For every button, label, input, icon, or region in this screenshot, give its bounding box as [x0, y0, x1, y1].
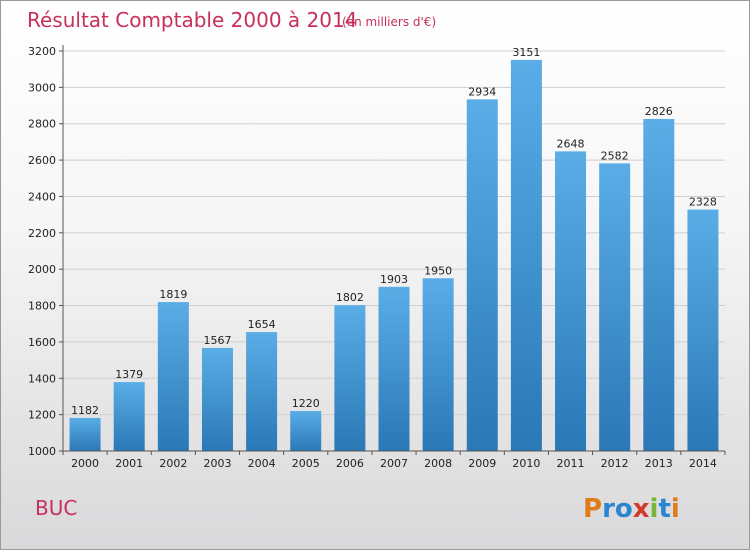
- data-label-2014: 2328: [689, 196, 717, 209]
- x-tick-label-2002: 2002: [159, 457, 187, 470]
- bar-2003: [201, 347, 233, 451]
- y-tick-label-2600: 2600: [28, 154, 56, 167]
- y-tick-label-2000: 2000: [28, 263, 56, 276]
- logo-letter: i: [650, 494, 659, 524]
- logo-letter: r: [602, 494, 615, 524]
- x-tick-label-2006: 2006: [336, 457, 364, 470]
- x-tick-label-2001: 2001: [115, 457, 143, 470]
- data-label-2010: 3151: [512, 46, 540, 59]
- y-tick-label-2200: 2200: [28, 227, 56, 240]
- x-axis: 2000 2001 2002 2003 2004 2005 2006 2007 2008 2009…: [62, 450, 726, 470]
- data-label-2005: 1220: [292, 397, 320, 410]
- data-label-2012: 2582: [601, 149, 629, 162]
- logo-letter: t: [658, 494, 670, 524]
- x-tick-label-2010: 2010: [512, 457, 540, 470]
- x-tick-label-2000: 2000: [71, 457, 99, 470]
- y-tick-label-2400: 2400: [28, 190, 56, 203]
- y-tick-label-1000: 1000: [28, 445, 56, 458]
- bar-2000: [69, 417, 101, 451]
- x-tick-label-2008: 2008: [424, 457, 452, 470]
- data-label-2001: 1379: [115, 368, 143, 381]
- data-label-2007: 1903: [380, 273, 408, 286]
- x-tick-label-2011: 2011: [557, 457, 585, 470]
- bar-2013: [643, 119, 675, 451]
- data-label-2000: 1182: [71, 404, 99, 417]
- y-axis: 1000 1200 1400 1600 1800 2000 2200 2400 2600 2800…: [28, 45, 64, 458]
- bar-2014: [687, 209, 719, 451]
- logo-text: Proxiti: [583, 494, 680, 524]
- x-tick-label-2014: 2014: [689, 457, 717, 470]
- y-tick-label-1800: 1800: [28, 300, 56, 313]
- place-name: BUC: [35, 496, 77, 520]
- bar-2004: [246, 332, 278, 451]
- y-tick-label-1600: 1600: [28, 336, 56, 349]
- data-label-2013: 2826: [645, 105, 673, 118]
- bar-2005: [290, 411, 322, 451]
- bar-2011: [555, 151, 587, 451]
- x-tick-label-2012: 2012: [601, 457, 629, 470]
- bar-2008: [422, 278, 454, 451]
- chart-title: Résultat Comptable 2000 à 2014: [27, 8, 357, 32]
- data-label-2011: 2648: [557, 137, 585, 150]
- y-tick-label-3200: 3200: [28, 45, 56, 58]
- chart-subtitle: (en milliers d'€): [342, 15, 436, 29]
- x-tick-label-2007: 2007: [380, 457, 408, 470]
- x-tick-label-2004: 2004: [248, 457, 276, 470]
- y-tick-label-3000: 3000: [28, 81, 56, 94]
- logo-letter: x: [633, 494, 650, 524]
- bar-2010: [510, 59, 542, 452]
- data-label-2006: 1802: [336, 291, 364, 304]
- bar-2009: [466, 99, 498, 451]
- logo-letter: i: [671, 494, 680, 524]
- bars: 1182 1379 1819 1567 1654 1220 1802 1903 1950 2934…: [69, 46, 719, 452]
- x-tick-label-2009: 2009: [468, 457, 496, 470]
- y-tick-label-1400: 1400: [28, 372, 56, 385]
- data-label-2004: 1654: [248, 318, 276, 331]
- data-label-2008: 1950: [424, 264, 452, 277]
- bar-2007: [378, 286, 410, 451]
- bar-2006: [334, 305, 366, 451]
- bar-2012: [599, 163, 631, 451]
- data-label-2003: 1567: [203, 334, 231, 347]
- x-tick-label-2013: 2013: [645, 457, 673, 470]
- data-label-2009: 2934: [468, 85, 496, 98]
- data-label-2002: 1819: [159, 288, 187, 301]
- x-tick-label-2003: 2003: [203, 457, 231, 470]
- bar-2001: [113, 382, 145, 451]
- bar-2002: [157, 302, 189, 451]
- proxiti-logo: Proxiti: [583, 494, 680, 524]
- x-tick-label-2005: 2005: [292, 457, 320, 470]
- y-tick-label-1200: 1200: [28, 409, 56, 422]
- y-tick-label-2800: 2800: [28, 118, 56, 131]
- logo-letter: P: [583, 494, 602, 524]
- logo-letter: o: [615, 494, 633, 524]
